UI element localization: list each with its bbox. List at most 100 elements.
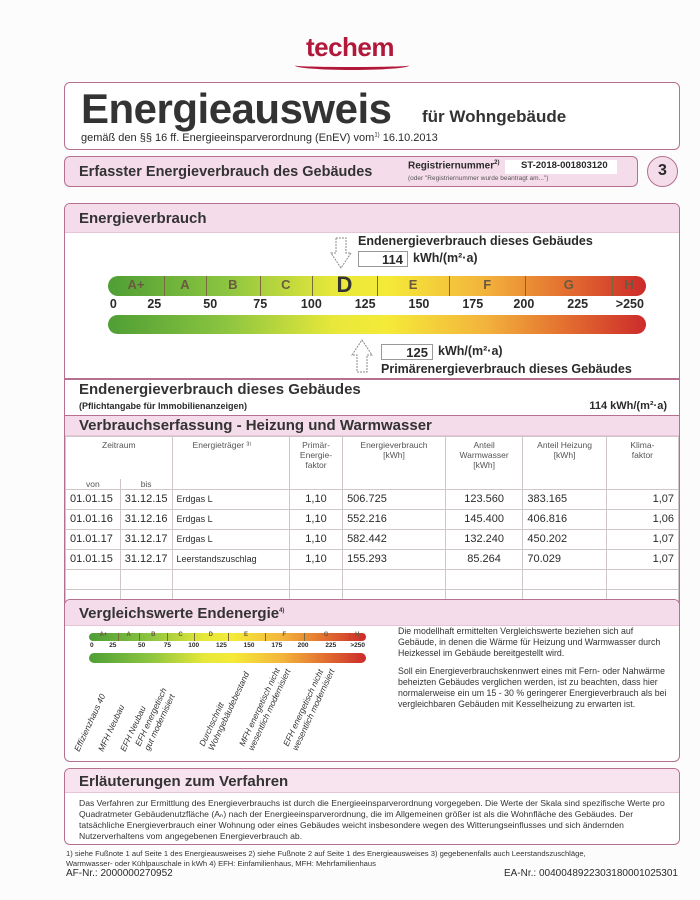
scale-tick: 25 [109, 642, 117, 649]
footnote-ref: 1) [374, 132, 380, 139]
col-zeitraum: Zeitraum [102, 440, 136, 450]
energy-class-b: B [228, 277, 238, 292]
table-cell: Leerstandszuschlag [171, 548, 290, 570]
energy-class-h: H [355, 632, 360, 638]
scale-tick: 25 [147, 297, 162, 311]
scale-tick: 50 [203, 297, 218, 311]
table-cell: 123.560 [444, 488, 524, 510]
table-cell: 1,07 [605, 488, 680, 510]
table-cell: 01.01.16 [65, 508, 121, 530]
comparison-scale-ticks: 0 25 50 75 100 125 150 175 200 225 >250 [89, 642, 366, 652]
pflicht-title: Endenergieverbrauch dieses Gebäudes [79, 381, 361, 398]
comparison-gradient-bar [89, 653, 366, 663]
end-energy-value: 114 [358, 251, 408, 267]
scale-tick: 100 [300, 297, 322, 311]
table-cell: 145.400 [444, 508, 524, 530]
empty-cell [342, 568, 446, 590]
table-cell: 1,07 [605, 548, 680, 570]
empty-cell [522, 568, 607, 590]
empty-cell [171, 568, 290, 590]
explanation-section: Erläuterungen zum Verfahren Das Verfahre… [64, 768, 680, 845]
class-divider [205, 276, 207, 296]
energy-scale-ticks: 0 25 50 75 100 125 150 175 200 225 >250 [108, 297, 646, 313]
energy-class-aplus: A+ [99, 632, 108, 638]
table-cell: 1,10 [288, 488, 344, 510]
col-klima: Klima- faktor [630, 440, 655, 460]
table-row: 01.01.17 31.12.17 Erdgas L 1,10 582.442 132.2… [65, 528, 680, 550]
scale-tick: 150 [243, 642, 255, 649]
energy-header: Energieverbrauch [65, 204, 679, 233]
table-cell: Erdgas L [171, 528, 290, 550]
table-cell: 406.816 [522, 508, 607, 530]
table-cell: 01.01.17 [65, 528, 121, 550]
class-divider [449, 276, 451, 296]
techem-logo: techem [305, 32, 395, 62]
reg-label: Registriernummer2) [408, 160, 499, 171]
title-box: Energieausweis für Wohngebäude gemäß den… [64, 82, 680, 150]
comparison-text-1: Die modellhaft ermittelten Vergleichswer… [398, 626, 661, 658]
verbrauch-title: Verbrauchserfassung - Heizung und Warmwa… [79, 417, 432, 434]
scale-tick: 50 [138, 642, 146, 649]
col-bis: bis [140, 478, 152, 489]
energy-class-aplus: A+ [127, 277, 145, 292]
class-divider [227, 633, 229, 641]
empty-cell [605, 568, 680, 590]
pflicht-note: (Pflichtangabe für Immobilienanzeigen) [79, 401, 248, 411]
comparison-section: Vergleichswerte Endenergie4) A+ A B C D E F G H … [64, 599, 680, 762]
class-divider [163, 276, 165, 296]
class-divider [612, 276, 614, 296]
explanation-header: Erläuterungen zum Verfahren [65, 769, 679, 793]
footnote-ref: 2) [494, 160, 500, 166]
empty-cell [288, 568, 344, 590]
energy-class-a: A [126, 632, 131, 638]
table-cell: 1,06 [605, 508, 680, 530]
table-cell: 01.01.15 [65, 488, 121, 510]
enev-date: 16.10.2013 [382, 132, 438, 144]
scale-tick: 200 [297, 642, 309, 649]
table-row: 01.01.15 31.12.15 Erdgas L 1,10 506.725 123.5… [65, 488, 680, 510]
scale-tick: 75 [253, 297, 268, 311]
energy-title: Energieverbrauch [79, 210, 207, 227]
table-cell: 552.216 [342, 508, 446, 530]
class-divider [303, 633, 305, 641]
document-subtitle: für Wohngebäude [422, 107, 567, 126]
reg-note: (oder "Registriernummer wurde beantragt … [408, 175, 549, 182]
energy-class-f: F [282, 632, 287, 638]
footnotes: 1) siehe Fußnote 1 auf Seite 1 des Energ… [66, 849, 586, 868]
table-cell: 450.202 [522, 528, 607, 550]
scale-tick: 225 [567, 297, 589, 311]
table-cell: 70.029 [522, 548, 607, 570]
table-cell: 31.12.16 [119, 508, 173, 530]
comparison-title: Vergleichswerte Endenergie4) [79, 605, 284, 622]
table-cell: 1,10 [288, 508, 344, 530]
scale-tick: 0 [109, 297, 117, 311]
document-title: Energieausweis [81, 85, 392, 132]
verbrauch-header: Verbrauchserfassung - Heizung und Warmwa… [65, 415, 679, 436]
class-divider [311, 276, 313, 296]
table-row: 01.01.15 31.12.17 Leerstandszuschlag 1,10 15… [65, 548, 680, 570]
energy-class-f: F [483, 277, 492, 292]
consumption-table: Zeitraum Energieträger ³⁾ Primär- Energie-… [65, 436, 680, 610]
class-divider [139, 633, 141, 641]
scale-tick: 125 [354, 297, 376, 311]
primary-energy-value: 125 [381, 344, 433, 360]
page-number: 3 [647, 156, 678, 187]
table-cell: 1,10 [288, 548, 344, 570]
class-divider [193, 633, 195, 641]
empty-cell [65, 568, 121, 590]
energy-class-bar: A+ A B C D E F G H [108, 272, 646, 297]
energy-class-e: E [244, 632, 249, 638]
af-number: AF-Nr.: 2000000270952 [66, 868, 173, 879]
energy-class-d: D [336, 272, 353, 297]
section-bar: Erfasster Energieverbrauch des Gebäudes … [64, 156, 638, 187]
table-cell: 31.12.17 [119, 528, 173, 550]
divider [64, 378, 680, 380]
col-warmwasser: Anteil Warmwasser [kWh] [459, 440, 509, 470]
table-cell: 31.12.17 [119, 548, 173, 570]
end-energy-arrow-icon [330, 237, 352, 269]
class-divider [377, 276, 378, 296]
scale-tick: 0 [89, 642, 94, 649]
explanation-title: Erläuterungen zum Verfahren [79, 773, 289, 790]
comparison-header: Vergleichswerte Endenergie4) [65, 600, 679, 626]
class-divider [259, 276, 261, 296]
